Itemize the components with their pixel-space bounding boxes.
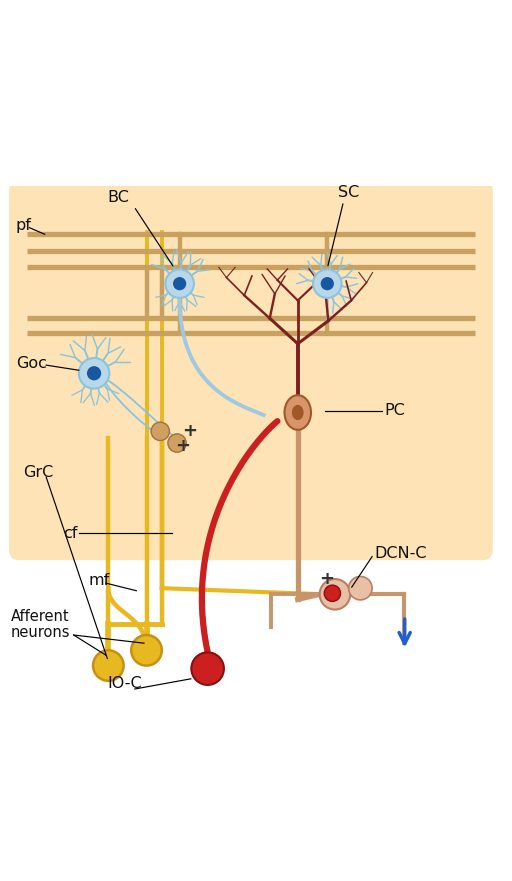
Circle shape (324, 585, 340, 602)
Text: DCN-C: DCN-C (374, 546, 426, 561)
Ellipse shape (285, 396, 311, 430)
Text: PC: PC (385, 403, 405, 418)
Text: mf: mf (89, 573, 110, 588)
Circle shape (349, 576, 372, 600)
FancyBboxPatch shape (9, 181, 493, 560)
Circle shape (173, 277, 186, 290)
Circle shape (87, 366, 101, 381)
Text: IO-C: IO-C (108, 676, 142, 691)
Text: Goc: Goc (16, 356, 47, 371)
Ellipse shape (292, 405, 304, 420)
Circle shape (165, 270, 194, 298)
Text: SC: SC (338, 185, 359, 200)
Text: +: + (175, 437, 189, 455)
Circle shape (134, 638, 159, 663)
Text: BC: BC (108, 190, 130, 205)
Circle shape (93, 650, 123, 681)
Text: neurons: neurons (11, 626, 70, 640)
Circle shape (191, 652, 224, 685)
Text: +: + (182, 422, 197, 440)
Text: cf: cf (63, 526, 78, 541)
Circle shape (319, 579, 350, 610)
Circle shape (321, 277, 334, 290)
Text: Afferent: Afferent (11, 609, 69, 624)
Text: pf: pf (16, 218, 32, 233)
Circle shape (329, 589, 341, 600)
Circle shape (151, 422, 169, 440)
Circle shape (168, 433, 186, 452)
Circle shape (79, 358, 110, 389)
Circle shape (131, 635, 162, 665)
Text: +: + (319, 570, 334, 588)
Circle shape (313, 270, 342, 298)
Text: GrC: GrC (23, 464, 53, 479)
Circle shape (96, 653, 121, 678)
